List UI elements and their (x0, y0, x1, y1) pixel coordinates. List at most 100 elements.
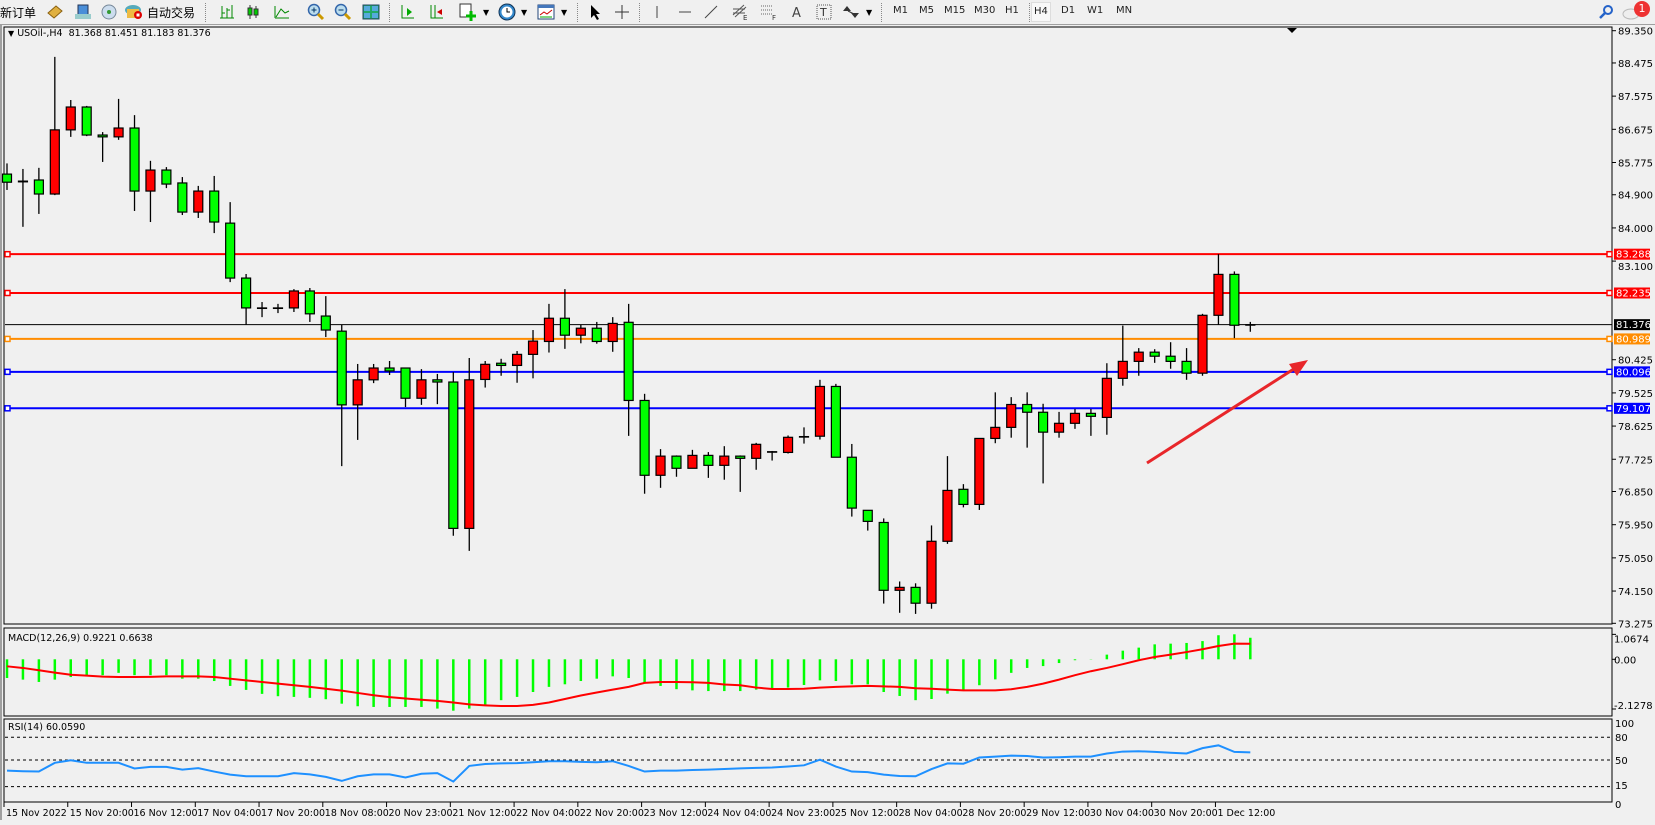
account-icon[interactable] (74, 3, 92, 21)
new-chart-dropdown-icon[interactable]: ▼ (483, 8, 490, 17)
price-line-label-bg (1614, 287, 1650, 299)
fibonacci-icon[interactable]: E (731, 3, 749, 21)
symbol-menu-icon[interactable]: ▼ (8, 29, 15, 38)
vertical-line-icon[interactable] (650, 3, 664, 21)
candle-body (320, 315, 331, 331)
line-handle-icon[interactable] (4, 335, 11, 343)
cursor-icon[interactable] (588, 3, 602, 21)
line-handle-icon[interactable] (4, 250, 11, 258)
timeframe-m30[interactable]: M30 (974, 5, 996, 16)
time-label: 17 Nov 20:00 (261, 808, 325, 819)
line-chart-icon[interactable] (274, 3, 290, 21)
zoom-in-icon[interactable] (307, 3, 325, 21)
time-label: 28 Nov 20:00 (962, 808, 1026, 819)
rsi-tick-label: 80 (1615, 733, 1628, 744)
candle-body (543, 317, 555, 343)
price-tick-label: 89.350 (1618, 27, 1653, 38)
line-handle-icon[interactable] (4, 368, 11, 376)
price-tick-label: 77.725 (1618, 455, 1653, 466)
book-icon[interactable] (46, 3, 64, 21)
timeframe-w1[interactable]: W1 (1087, 5, 1104, 16)
line-handle-icon[interactable] (4, 405, 11, 412)
candle-body (575, 327, 586, 336)
price-tick-label: 84.900 (1618, 191, 1653, 202)
symbol-header: ▼ USOil-,H4 81.368 81.451 81.183 81.376 (8, 28, 211, 39)
chart-canvas[interactable]: 89.350 88.475 87.575 86.675 85.775 84.900 84.0… (0, 25, 1655, 825)
candle-body (878, 521, 889, 591)
signal-icon[interactable] (100, 3, 118, 21)
autotrade-button[interactable]: 自动交易 (124, 3, 195, 21)
candle-body (33, 179, 44, 195)
candle-body (448, 381, 459, 529)
time-label: 20 Nov 23:00 (389, 808, 453, 819)
clock-dropdown-icon[interactable]: ▼ (521, 8, 528, 17)
line-handle-icon[interactable] (1606, 335, 1613, 343)
candle-body (97, 134, 108, 138)
line-handle-icon[interactable] (1606, 250, 1613, 258)
candle-body (687, 454, 698, 469)
text-label-icon[interactable]: T (816, 3, 832, 21)
candle-body (782, 436, 794, 454)
arrows-icon[interactable] (843, 3, 859, 21)
bar-chart-icon[interactable] (219, 3, 235, 21)
candle-body (735, 455, 746, 459)
price-tick-label: 78.625 (1618, 422, 1653, 433)
notification-badge[interactable]: 1 (1634, 1, 1650, 17)
new-order-button[interactable]: 新订单 (0, 3, 36, 21)
candle-body (288, 290, 300, 309)
timeframe-mn[interactable]: MN (1116, 5, 1133, 16)
horizontal-line-icon[interactable] (677, 3, 693, 21)
timeframe-h4[interactable]: H4 (1031, 2, 1051, 22)
macd-signal-line (6, 642, 1251, 708)
line-handle-icon[interactable] (4, 289, 11, 297)
crosshair-icon[interactable] (614, 3, 630, 21)
toolbar-separator (577, 3, 580, 22)
toolbar-separator (205, 3, 208, 22)
fibo-fan-icon[interactable]: F (760, 3, 778, 21)
line-handle-icon[interactable] (1606, 368, 1613, 376)
autoscroll-icon[interactable] (399, 3, 415, 21)
svg-text:A: A (792, 6, 801, 20)
templates-icon[interactable] (537, 3, 555, 21)
candle-body (846, 456, 857, 509)
timeframe-d1[interactable]: D1 (1061, 5, 1076, 16)
annotation-arrow[interactable] (1146, 363, 1301, 465)
clock-icon[interactable] (498, 3, 516, 21)
tile-windows-icon[interactable] (362, 3, 380, 21)
status-strip (0, 820, 1655, 825)
new-chart-icon[interactable] (459, 3, 477, 21)
candle-body (814, 385, 826, 437)
line-handle-icon[interactable] (1606, 289, 1613, 297)
chart-shift-icon[interactable] (428, 3, 444, 21)
toolbar-separator (389, 3, 392, 22)
chart-shift-marker-icon[interactable] (1287, 28, 1297, 33)
arrows-dropdown-icon[interactable]: ▼ (866, 8, 873, 17)
timeframe-m1[interactable]: M1 (893, 5, 908, 16)
candle-body (368, 367, 379, 381)
svg-text:F: F (772, 14, 776, 21)
trendline-icon[interactable] (703, 3, 719, 21)
toolbar-separator (1029, 3, 1032, 22)
price-tick-label: 86.675 (1618, 125, 1653, 136)
timeframe-m5[interactable]: M5 (919, 5, 934, 16)
symbol-label: USOil-,H4 (17, 28, 63, 39)
time-label: 30 Nov 04:00 (1090, 808, 1154, 819)
candle-body (304, 290, 315, 315)
candle-body (958, 488, 969, 506)
timeframe-h1[interactable]: H1 (1005, 5, 1019, 16)
rsi-tick-label: 100 (1615, 719, 1634, 730)
zoom-out-icon[interactable] (334, 3, 352, 21)
templates-dropdown-icon[interactable]: ▼ (561, 8, 568, 17)
candle-body (1022, 403, 1033, 413)
search-icon[interactable] (1598, 3, 1614, 21)
text-icon[interactable]: A (790, 3, 804, 21)
main-panel-frame (3, 26, 1613, 625)
price-tick-label: 79.525 (1618, 389, 1653, 400)
line-handle-icon[interactable] (1606, 405, 1613, 412)
candle-body (416, 379, 427, 399)
candle-body (384, 367, 395, 372)
timeframe-m15[interactable]: M15 (944, 5, 966, 16)
candle-body (1053, 422, 1065, 433)
candlestick-icon[interactable] (245, 3, 261, 21)
candle-body (607, 322, 618, 343)
